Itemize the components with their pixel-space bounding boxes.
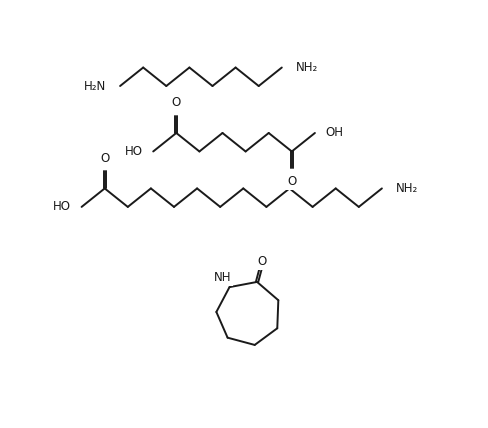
Text: O: O (171, 96, 181, 109)
Text: HO: HO (124, 145, 142, 158)
Text: O: O (257, 256, 266, 268)
Text: NH₂: NH₂ (295, 61, 317, 74)
Text: OH: OH (325, 127, 343, 140)
Text: O: O (286, 175, 296, 188)
Text: HO: HO (53, 200, 71, 214)
Text: H₂N: H₂N (84, 80, 106, 92)
Text: O: O (100, 152, 109, 164)
Text: NH: NH (213, 271, 231, 284)
Text: NH₂: NH₂ (395, 182, 417, 195)
